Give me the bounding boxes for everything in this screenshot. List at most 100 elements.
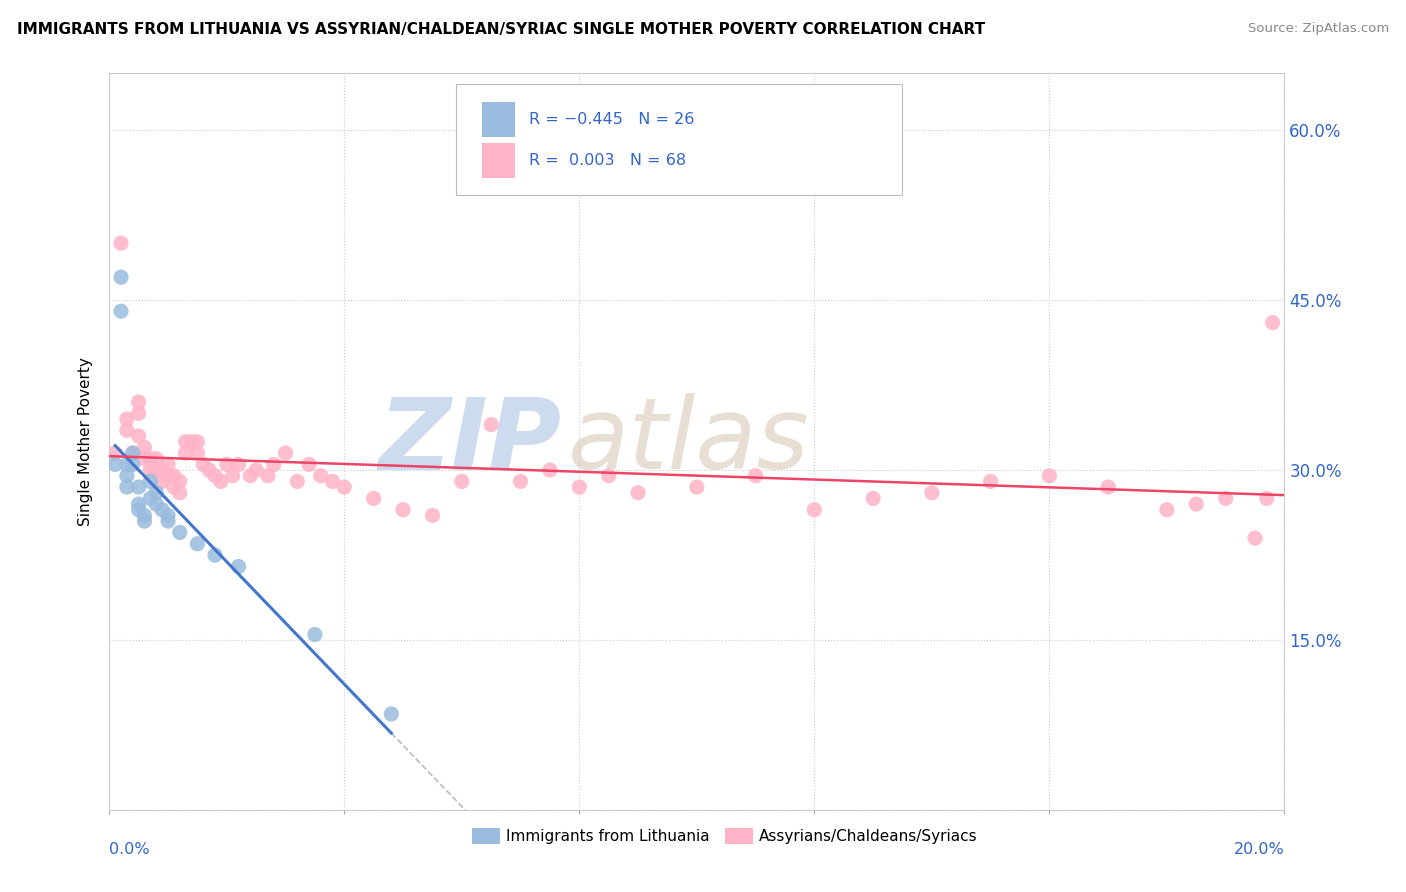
Point: [363, 491, 385, 506]
Point: [228, 458, 250, 472]
Point: [121, 446, 143, 460]
Point: [204, 548, 226, 562]
Point: [115, 423, 138, 437]
Point: [209, 475, 232, 489]
Point: [115, 480, 138, 494]
Point: [150, 463, 173, 477]
Point: [121, 458, 143, 472]
Text: Source: ZipAtlas.com: Source: ZipAtlas.com: [1249, 22, 1389, 36]
Point: [156, 514, 179, 528]
Point: [121, 446, 143, 460]
Text: Immigrants from Lithuania: Immigrants from Lithuania: [506, 829, 709, 844]
Point: [174, 446, 197, 460]
Point: [150, 475, 173, 489]
Bar: [482, 102, 515, 137]
Point: [128, 497, 150, 511]
Point: [115, 468, 138, 483]
Point: [110, 236, 132, 251]
Point: [150, 502, 173, 516]
Point: [309, 468, 332, 483]
Point: [598, 468, 620, 483]
Point: [163, 468, 186, 483]
Point: [145, 485, 167, 500]
Point: [479, 417, 502, 432]
Point: [128, 406, 150, 420]
Point: [1156, 502, 1178, 516]
Point: [538, 463, 561, 477]
Point: [198, 463, 221, 477]
Point: [169, 475, 191, 489]
Point: [744, 468, 766, 483]
Point: [128, 480, 150, 494]
Point: [568, 480, 591, 494]
Point: [186, 537, 208, 551]
Point: [156, 468, 179, 483]
Point: [380, 706, 402, 721]
Bar: [482, 143, 515, 178]
Point: [110, 270, 132, 285]
Point: [145, 451, 167, 466]
Point: [115, 458, 138, 472]
Point: [422, 508, 444, 523]
Text: atlas: atlas: [568, 393, 810, 491]
Point: [1215, 491, 1237, 506]
Point: [285, 475, 308, 489]
Point: [145, 463, 167, 477]
Text: IMMIGRANTS FROM LITHUANIA VS ASSYRIAN/CHALDEAN/SYRIAC SINGLE MOTHER POVERTY CORR: IMMIGRANTS FROM LITHUANIA VS ASSYRIAN/CH…: [17, 22, 986, 37]
Point: [980, 475, 1002, 489]
Point: [239, 468, 262, 483]
Point: [128, 429, 150, 443]
Y-axis label: Single Mother Poverty: Single Mother Poverty: [79, 358, 93, 526]
Point: [169, 525, 191, 540]
Point: [174, 434, 197, 449]
Text: 0.0%: 0.0%: [110, 842, 150, 856]
Point: [392, 502, 415, 516]
Point: [274, 446, 297, 460]
Point: [128, 502, 150, 516]
Text: ZIP: ZIP: [378, 393, 561, 491]
Point: [1038, 468, 1060, 483]
Point: [139, 491, 162, 506]
Point: [134, 508, 156, 523]
Text: R = −0.445   N = 26: R = −0.445 N = 26: [529, 112, 695, 127]
Point: [139, 475, 162, 489]
Point: [145, 497, 167, 511]
FancyBboxPatch shape: [456, 84, 903, 194]
Point: [169, 485, 191, 500]
Point: [263, 458, 285, 472]
Point: [104, 458, 127, 472]
Point: [104, 446, 127, 460]
Point: [921, 485, 943, 500]
Point: [257, 468, 280, 483]
Point: [333, 480, 356, 494]
Text: Assyrians/Chaldeans/Syriacs: Assyrians/Chaldeans/Syriacs: [759, 829, 977, 844]
Point: [156, 458, 179, 472]
Point: [180, 434, 202, 449]
Point: [509, 475, 531, 489]
Point: [139, 451, 162, 466]
Point: [322, 475, 344, 489]
Point: [204, 468, 226, 483]
Point: [304, 627, 326, 641]
Point: [228, 559, 250, 574]
Point: [163, 480, 186, 494]
Point: [156, 508, 179, 523]
Point: [803, 502, 825, 516]
Point: [110, 304, 132, 318]
Point: [221, 468, 243, 483]
Point: [1256, 491, 1278, 506]
Point: [627, 485, 650, 500]
Point: [1261, 316, 1284, 330]
Point: [193, 458, 215, 472]
Point: [128, 395, 150, 409]
Point: [186, 434, 208, 449]
Point: [134, 451, 156, 466]
Point: [1185, 497, 1208, 511]
Point: [450, 475, 472, 489]
Point: [139, 463, 162, 477]
Point: [1244, 531, 1267, 545]
Point: [186, 446, 208, 460]
Point: [134, 441, 156, 455]
Point: [298, 458, 321, 472]
Point: [215, 458, 238, 472]
